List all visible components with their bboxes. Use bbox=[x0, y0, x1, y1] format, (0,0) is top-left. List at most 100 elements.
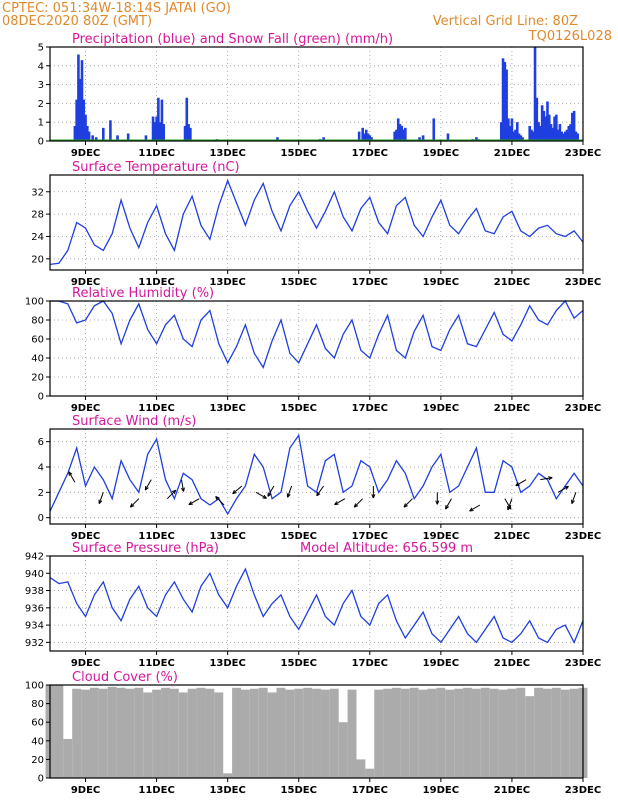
cloud-bar bbox=[143, 692, 153, 778]
precip-bar bbox=[402, 129, 405, 141]
precip-bar bbox=[576, 133, 579, 141]
cloud-bar bbox=[276, 687, 286, 778]
precip-bar bbox=[109, 120, 112, 141]
wind-line bbox=[49, 433, 584, 516]
precipitation-panel: Precipitation (blue) and Snow Fall (gree… bbox=[38, 32, 602, 159]
precip-bar bbox=[540, 105, 544, 141]
cloud-bar bbox=[383, 688, 393, 778]
rh-line bbox=[50, 299, 584, 370]
precip-bar bbox=[563, 131, 567, 141]
x-tick-label: 19DEC bbox=[423, 403, 459, 414]
precip-bar bbox=[528, 125, 531, 141]
cloud-bar bbox=[169, 688, 179, 778]
precip-bar bbox=[569, 124, 572, 141]
cloud-bar bbox=[320, 689, 330, 778]
y-tick-label: 60 bbox=[31, 718, 44, 729]
panel-frame bbox=[49, 300, 584, 397]
precip-bar bbox=[572, 110, 576, 141]
wind-arrow bbox=[571, 492, 577, 504]
cloud-bar bbox=[463, 687, 472, 778]
cloud-bar bbox=[214, 692, 224, 778]
wind-arrow-head bbox=[316, 493, 321, 497]
y-tick-label: 940 bbox=[25, 569, 44, 580]
panel-title: Surface Temperature (nC) bbox=[72, 160, 240, 175]
x-tick-label: 13DEC bbox=[209, 785, 245, 796]
x-tick-label: 19DEC bbox=[423, 785, 459, 796]
wind-arrow-head bbox=[403, 505, 408, 508]
cloud-bar bbox=[480, 687, 490, 778]
precip-bar bbox=[553, 116, 556, 141]
precip-bar bbox=[160, 99, 164, 141]
y-tick-label: 6 bbox=[38, 437, 44, 448]
precip-bar bbox=[151, 116, 155, 141]
y-tick-label: 2 bbox=[38, 488, 44, 499]
cloud-bar bbox=[125, 688, 135, 778]
cloud-bar bbox=[258, 687, 268, 778]
x-tick-label: 17DEC bbox=[352, 403, 388, 414]
cloud-bar bbox=[249, 688, 259, 778]
y-tick-label: 1 bbox=[38, 118, 44, 129]
precip-bar bbox=[126, 133, 130, 141]
precip-bar bbox=[432, 118, 436, 141]
precip-bar bbox=[567, 125, 571, 141]
cloud-bar bbox=[240, 689, 250, 778]
precip-bar bbox=[542, 110, 546, 141]
x-tick-label: 19DEC bbox=[423, 658, 459, 669]
wind-arrow bbox=[166, 489, 177, 500]
cloud-bar bbox=[498, 689, 508, 778]
precip-bar bbox=[421, 135, 425, 141]
x-tick-label: 9DEC bbox=[71, 531, 100, 542]
panel-frame bbox=[49, 46, 584, 142]
precip-bar bbox=[519, 135, 523, 141]
cloud-bar bbox=[107, 686, 117, 778]
precip-bar bbox=[446, 133, 450, 141]
precip-bar bbox=[393, 131, 396, 141]
precip-bar bbox=[512, 131, 516, 141]
y-tick-label: 100 bbox=[25, 681, 44, 692]
y-tick-label: 24 bbox=[31, 232, 44, 243]
wind-arrow-head bbox=[263, 494, 267, 499]
cloud-bar bbox=[409, 687, 419, 778]
precip-bar bbox=[370, 137, 373, 141]
y-tick-label: 3 bbox=[38, 80, 44, 91]
wind-arrow-head bbox=[436, 500, 440, 505]
precip-bar bbox=[515, 122, 519, 141]
panel-frame bbox=[49, 684, 584, 779]
wind-arrow bbox=[540, 477, 553, 481]
panel-title: Relative Humidity (%) bbox=[72, 286, 214, 301]
precip-bar bbox=[556, 129, 560, 141]
precip-bar bbox=[539, 125, 542, 141]
cloud-bar bbox=[329, 688, 339, 778]
x-tick-label: 21DEC bbox=[494, 785, 530, 796]
x-tick-label: 19DEC bbox=[423, 277, 459, 288]
cloud-bar bbox=[312, 688, 321, 778]
cloud-bar bbox=[516, 687, 526, 778]
header-grid-note: Vertical Grid Line: 80Z bbox=[433, 14, 578, 29]
y-tick-label: 40 bbox=[31, 354, 44, 365]
precip-bar bbox=[475, 137, 478, 141]
cloud-bar bbox=[436, 687, 446, 778]
wind-arrow bbox=[353, 498, 364, 508]
panel-subtitle: Model Altitude: 656.599 m bbox=[300, 541, 473, 556]
precip-bar bbox=[158, 122, 162, 141]
panel-frame bbox=[49, 174, 584, 271]
x-tick-label: 9DEC bbox=[71, 658, 100, 669]
wind-arrow bbox=[515, 479, 527, 487]
y-tick-label: 40 bbox=[31, 736, 44, 747]
precip-bar bbox=[535, 97, 539, 141]
precip-bar bbox=[364, 129, 368, 141]
precip-bar bbox=[368, 135, 372, 141]
precip-bar bbox=[547, 114, 551, 141]
panel-title: Surface Pressure (hPa) bbox=[72, 541, 219, 556]
pres-line bbox=[49, 567, 584, 644]
precip-bar bbox=[157, 97, 160, 141]
wind-arrow-head bbox=[571, 500, 575, 504]
cloud-bar bbox=[427, 688, 437, 778]
x-tick-label: 15DEC bbox=[281, 148, 317, 159]
x-tick-label: 23DEC bbox=[565, 277, 601, 288]
temp-line bbox=[49, 178, 584, 266]
y-tick-label: 20 bbox=[31, 373, 44, 384]
cloud-bar bbox=[400, 688, 410, 778]
cloud-bar bbox=[161, 687, 170, 778]
cloud-bar bbox=[338, 722, 348, 778]
